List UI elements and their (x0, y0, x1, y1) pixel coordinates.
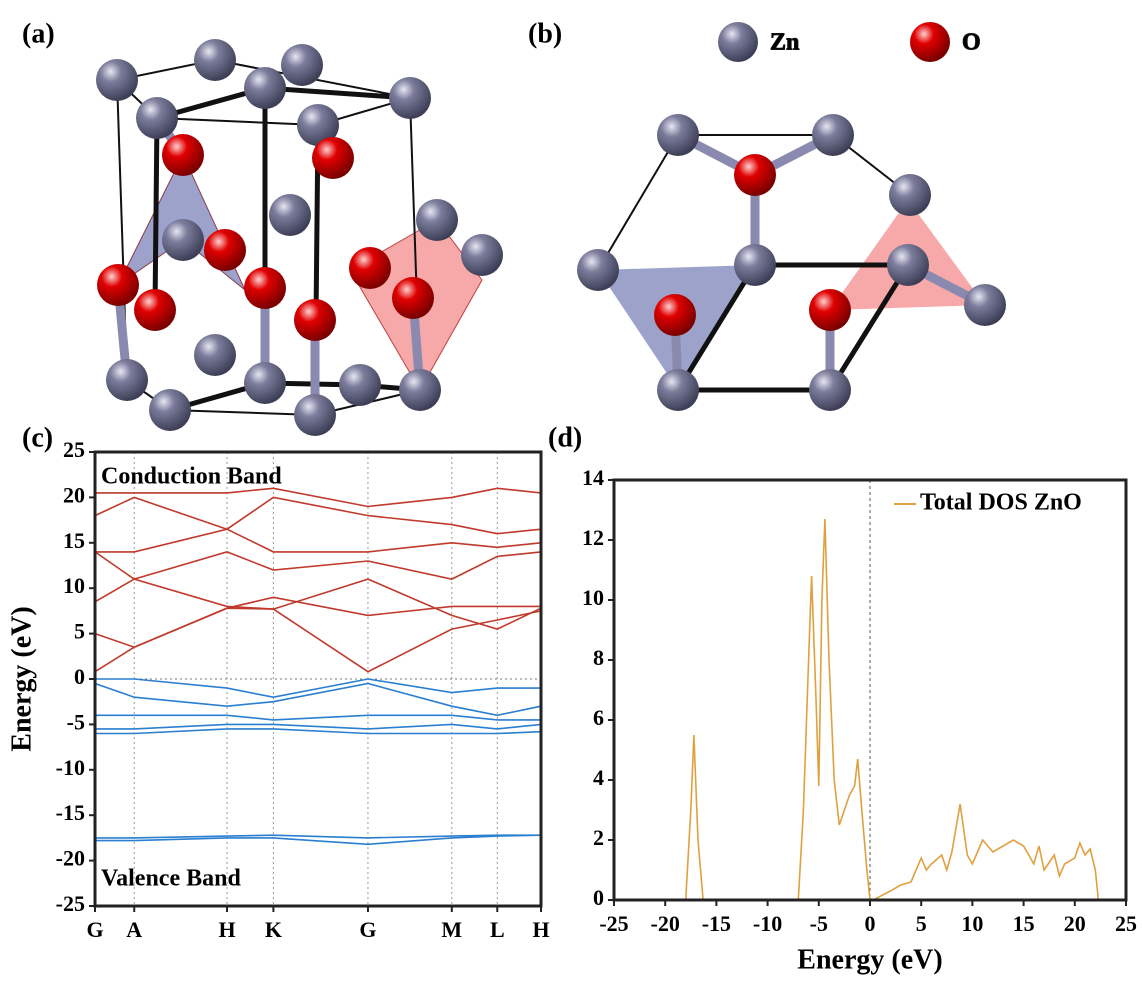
x-axis-label: Energy (eV) (797, 944, 942, 975)
y-axis-label: Energy (eV) (6, 606, 37, 751)
data-line (95, 552, 541, 579)
y-tick-label: -10 (56, 755, 85, 780)
x-tick-label: -5 (810, 911, 828, 936)
x-tick-label: H (532, 917, 549, 942)
y-tick-label: 25 (63, 437, 85, 462)
y-tick-label: -20 (56, 846, 85, 871)
x-tick-label: -25 (599, 911, 628, 936)
y-tick-label: 0 (593, 885, 604, 910)
annotation: Valence Band (101, 866, 241, 892)
data-line (95, 529, 541, 552)
y-tick-label: 10 (582, 585, 604, 610)
panel-label: (c) (22, 422, 53, 453)
structure-a (96, 39, 503, 436)
x-tick-label: H (218, 917, 235, 942)
panel-label: (d) (548, 422, 582, 453)
data-line (95, 715, 541, 720)
x-tick-label: M (441, 917, 462, 942)
x-tick-label: 15 (1013, 911, 1035, 936)
panel-label: (b) (528, 18, 562, 49)
x-tick-label: -20 (651, 911, 680, 936)
data-line (95, 497, 541, 533)
x-tick-label: -15 (702, 911, 731, 936)
y-tick-label: 5 (74, 619, 85, 644)
annotation: Conduction Band (101, 464, 282, 490)
y-tick-label: 12 (582, 525, 604, 550)
legend-zn: Zn (770, 30, 799, 56)
x-tick-label: A (126, 917, 142, 942)
figure: Zn O (a) (b) (c) (d) -25 -20 -15 -10 -5 0 5 10 1… (0, 0, 1142, 985)
x-tick-label: G (86, 917, 103, 942)
x-tick-label: 25 (1115, 911, 1137, 936)
data-line (95, 679, 541, 697)
x-tick-label: 10 (961, 911, 983, 936)
data-line (95, 729, 541, 734)
data-line (95, 608, 541, 672)
legend-label: Total DOS ZnO (920, 490, 1082, 516)
x-tick-label: 5 (916, 911, 927, 936)
panel-label: (a) (22, 18, 55, 49)
data-line (95, 724, 541, 729)
y-tick-label: 10 (63, 573, 85, 598)
legend-o: O (962, 30, 981, 56)
structure-b: Zn O (577, 22, 1006, 411)
y-tick-label: -15 (56, 800, 85, 825)
data-line (614, 519, 1098, 900)
x-tick-label: K (265, 917, 282, 942)
x-tick-label: L (490, 917, 505, 942)
y-tick-label: 15 (63, 528, 85, 553)
y-tick-label: 0 (74, 664, 85, 689)
x-tick-label: G (359, 917, 376, 942)
data-line (95, 579, 541, 629)
x-tick-label: 0 (865, 911, 876, 936)
y-tick-label: 8 (593, 645, 604, 670)
y-tick-label: 4 (593, 765, 604, 790)
data-line (95, 488, 541, 506)
y-tick-label: -5 (67, 709, 85, 734)
y-tick-label: 2 (593, 825, 604, 850)
y-tick-label: 14 (582, 465, 604, 490)
x-tick-label: -10 (753, 911, 782, 936)
y-tick-label: 6 (593, 705, 604, 730)
x-tick-label: 20 (1064, 911, 1086, 936)
y-tick-label: -25 (56, 891, 85, 916)
y-tick-label: 20 (63, 482, 85, 507)
